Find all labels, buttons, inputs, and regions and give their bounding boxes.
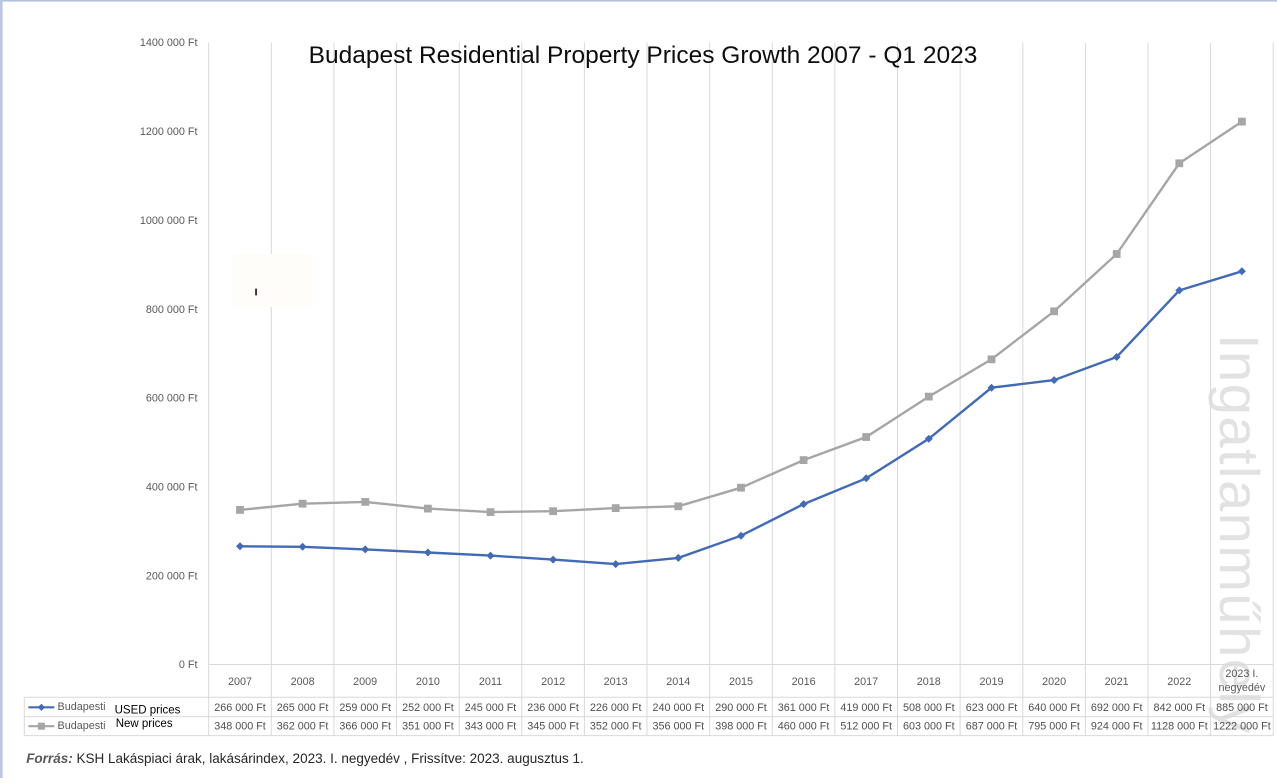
svg-text:351 000 Ft: 351 000 Ft: [402, 721, 454, 733]
svg-text:2007: 2007: [228, 676, 252, 688]
svg-text:600 000 Ft: 600 000 Ft: [146, 393, 198, 405]
svg-text:924 000 Ft: 924 000 Ft: [1091, 721, 1143, 733]
svg-text:623 000 Ft: 623 000 Ft: [966, 702, 1018, 714]
svg-text:Forrás: KSH Lakáspiaci árak, l: Forrás: KSH Lakáspiaci árak, lakásárinde…: [26, 751, 584, 766]
svg-text:640 000 Ft: 640 000 Ft: [1028, 702, 1080, 714]
svg-text:345 000 Ft: 345 000 Ft: [527, 721, 579, 733]
svg-text:692 000 Ft: 692 000 Ft: [1091, 702, 1143, 714]
svg-text:1222 000 Ft: 1222 000 Ft: [1213, 721, 1271, 733]
svg-text:0 Ft: 0 Ft: [179, 659, 198, 671]
svg-text:200 000 Ft: 200 000 Ft: [146, 570, 198, 582]
svg-text:361 000 Ft: 361 000 Ft: [778, 702, 830, 714]
svg-text:2019: 2019: [979, 676, 1003, 688]
svg-text:1200 000 Ft: 1200 000 Ft: [140, 126, 198, 138]
svg-text:795 000 Ft: 795 000 Ft: [1028, 721, 1080, 733]
svg-text:348 000 Ft: 348 000 Ft: [214, 721, 266, 733]
svg-text:2020: 2020: [1042, 676, 1066, 688]
svg-text:885 000 Ft: 885 000 Ft: [1216, 702, 1268, 714]
svg-text:USED prices: USED prices: [115, 705, 181, 717]
svg-text:687 000 Ft: 687 000 Ft: [966, 721, 1018, 733]
svg-text:265 000 Ft: 265 000 Ft: [277, 702, 329, 714]
svg-text:2011: 2011: [479, 676, 502, 688]
svg-text:460 000 Ft: 460 000 Ft: [778, 721, 830, 733]
svg-text:2012: 2012: [541, 676, 565, 688]
svg-text:398 000 Ft: 398 000 Ft: [715, 721, 767, 733]
svg-text:New prices: New prices: [116, 718, 173, 730]
svg-text:Ingatlanműhely: Ingatlanműhely: [1208, 334, 1271, 735]
svg-text:352 000 Ft: 352 000 Ft: [590, 721, 642, 733]
svg-text:1128 000 Ft: 1128 000 Ft: [1151, 721, 1208, 733]
svg-text:266 000 Ft: 266 000 Ft: [214, 702, 266, 714]
svg-text:Budapesti: Budapesti: [58, 720, 106, 732]
svg-text:259 000 Ft: 259 000 Ft: [339, 702, 391, 714]
svg-text:Budapesti: Budapesti: [58, 701, 106, 713]
svg-text:603 000 Ft: 603 000 Ft: [903, 721, 955, 733]
svg-text:negyedév: negyedév: [1218, 682, 1265, 694]
svg-text:2013: 2013: [604, 676, 628, 688]
svg-text:2014: 2014: [666, 676, 690, 688]
svg-text:240 000 Ft: 240 000 Ft: [652, 702, 704, 714]
svg-text:362 000 Ft: 362 000 Ft: [277, 721, 329, 733]
svg-text:400 000 Ft: 400 000 Ft: [146, 482, 198, 494]
svg-text:1000 000 Ft: 1000 000 Ft: [140, 215, 198, 227]
svg-text:2017: 2017: [854, 676, 878, 688]
svg-text:290 000 Ft: 290 000 Ft: [715, 702, 767, 714]
svg-text:842 000 Ft: 842 000 Ft: [1153, 702, 1205, 714]
svg-text:2023 I.: 2023 I.: [1225, 668, 1258, 680]
svg-text:2021: 2021: [1105, 676, 1129, 688]
svg-text:Budapest Residential Property: Budapest Residential Property Prices Gro…: [309, 42, 978, 69]
svg-text:2018: 2018: [917, 676, 941, 688]
svg-text:512 000 Ft: 512 000 Ft: [840, 721, 892, 733]
svg-text:366 000 Ft: 366 000 Ft: [339, 721, 391, 733]
svg-text:419 000 Ft: 419 000 Ft: [840, 702, 892, 714]
svg-text:252 000 Ft: 252 000 Ft: [402, 702, 454, 714]
svg-text:2022: 2022: [1167, 676, 1191, 688]
svg-text:508 000 Ft: 508 000 Ft: [903, 702, 955, 714]
svg-text:2009: 2009: [353, 676, 377, 688]
svg-text:2016: 2016: [792, 676, 816, 688]
svg-text:356 000 Ft: 356 000 Ft: [652, 721, 704, 733]
svg-text:226 000 Ft: 226 000 Ft: [590, 702, 642, 714]
svg-text:800 000 Ft: 800 000 Ft: [146, 304, 198, 316]
svg-text:1400 000 Ft: 1400 000 Ft: [140, 37, 198, 49]
svg-text:2010: 2010: [416, 676, 440, 688]
svg-text:343 000 Ft: 343 000 Ft: [465, 721, 517, 733]
svg-text:2008: 2008: [291, 676, 315, 688]
svg-text:2015: 2015: [729, 676, 753, 688]
svg-text:245 000 Ft: 245 000 Ft: [465, 702, 517, 714]
svg-text:236 000 Ft: 236 000 Ft: [527, 702, 579, 714]
